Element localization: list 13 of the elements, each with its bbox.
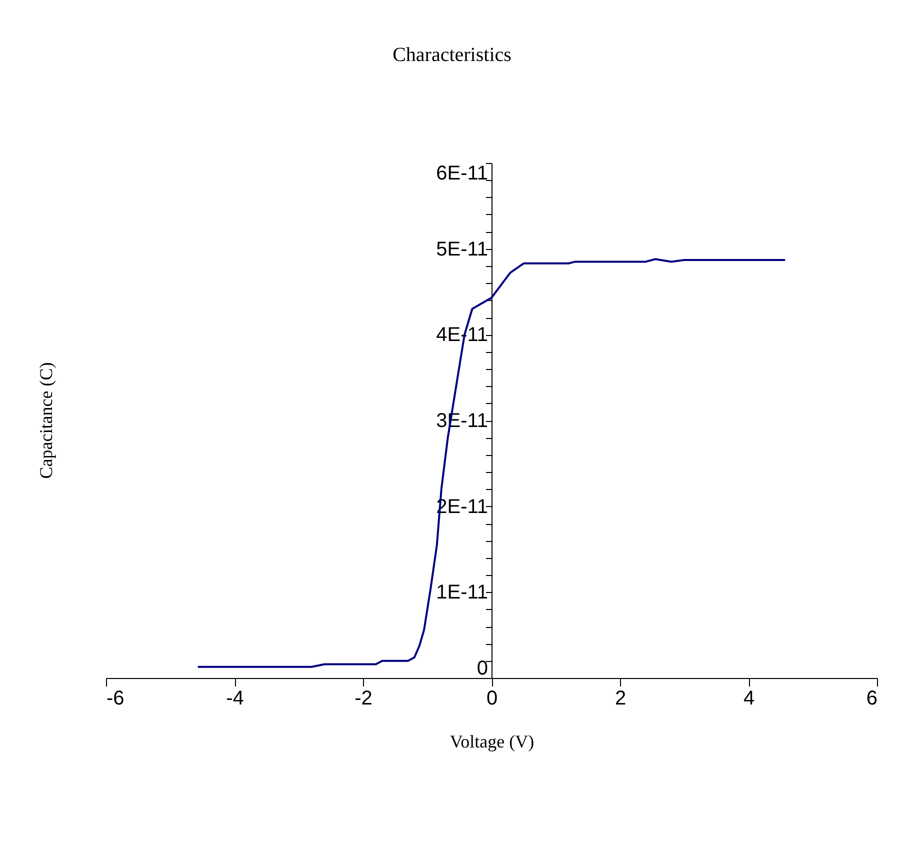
y-tick-label: 5E-11 — [436, 238, 488, 260]
chart-title: Characteristics — [392, 44, 512, 66]
x-tick-label: 4 — [743, 688, 755, 710]
x-tick-label: -2 — [354, 688, 372, 710]
y-tick-label: 1E-11 — [436, 582, 488, 604]
y-tick-label: 6E-11 — [436, 162, 488, 184]
y-tick-label: 0 — [476, 658, 488, 680]
y-axis-title: Capacitance (C) — [36, 362, 56, 479]
x-axis-title: Voltage (V) — [450, 732, 534, 752]
x-tick-label: -4 — [226, 688, 244, 710]
x-tick-label: 6 — [866, 688, 878, 710]
x-tick-label: -6 — [106, 688, 124, 710]
x-tick-label: 2 — [614, 688, 626, 710]
